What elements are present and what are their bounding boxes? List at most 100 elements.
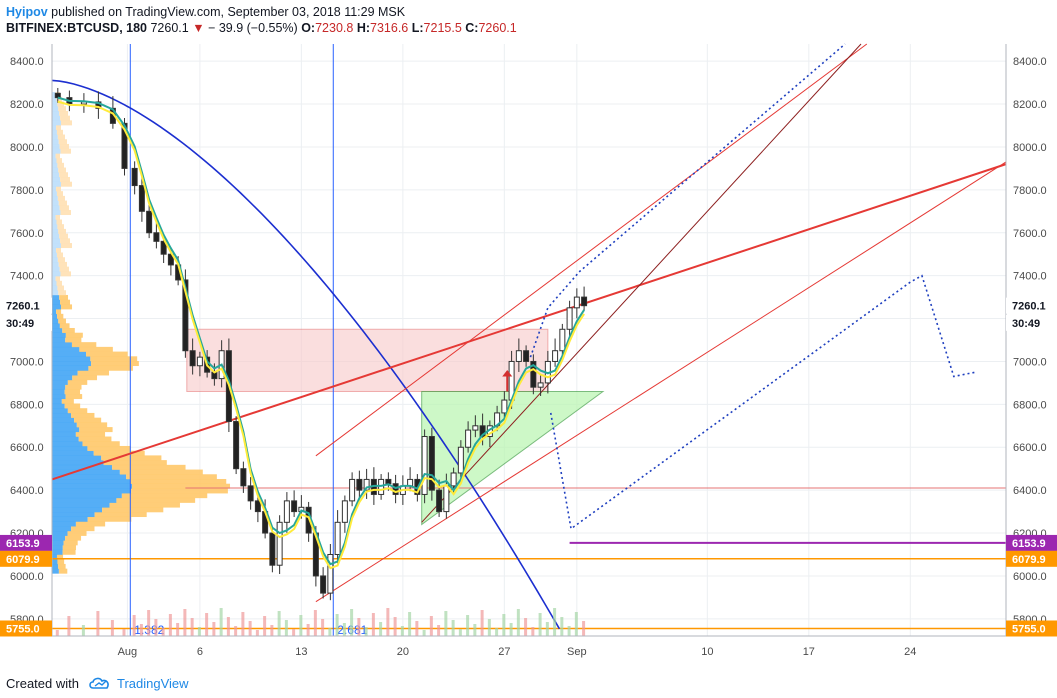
volume-bar [567, 626, 571, 636]
volume-profile-bar-blue [52, 115, 61, 121]
volume-profile-bar-blue [52, 441, 83, 447]
volume-profile-bar-blue [52, 379, 68, 385]
volume-profile-bar-blue [52, 153, 56, 159]
volume-bar [574, 612, 578, 636]
volume-profile-bar-blue [52, 469, 120, 475]
volume-profile-bar-orange [60, 210, 71, 216]
volume-profile-bar-orange [59, 143, 69, 149]
moving-average-teal [57, 96, 585, 566]
volume-profile-bar-blue [52, 356, 91, 362]
volume-profile-bar-blue [52, 139, 59, 145]
ohlc-h-value: 7316.6 [370, 21, 409, 35]
y-tick-label-left: 7400.0 [10, 271, 44, 283]
volume-profile-bar-blue [52, 535, 66, 541]
volume-bar [516, 609, 520, 636]
chart-header: Hyipov published on TradingView.com, Sep… [6, 4, 517, 36]
volume-profile-bar-blue [52, 403, 65, 409]
candle-body [233, 421, 240, 470]
volume-profile-bar-blue [52, 162, 58, 168]
volume-profile-bar-blue [52, 167, 59, 173]
y-tick-label-right: 8200.0 [1013, 99, 1047, 111]
volume-profile-bar-blue [52, 285, 58, 291]
tradingview-brand-link[interactable]: TradingView [116, 675, 189, 691]
price-tag-bg [0, 550, 52, 567]
volume-bar [531, 627, 535, 636]
x-tick-label: Aug [118, 646, 138, 658]
volume-bar [379, 622, 383, 636]
volume-profile-bar-orange [56, 280, 63, 286]
volume-profile-bar-blue [52, 125, 57, 131]
candle-body [291, 500, 298, 513]
volume-profile-bar-orange [75, 521, 106, 527]
volume-profile-bar-blue [52, 563, 59, 569]
volume-profile-bar-orange [60, 148, 71, 154]
volume-profile-bar-blue [52, 120, 61, 126]
y-tick-label-left: 7000.0 [10, 356, 44, 368]
author-name[interactable]: Hyipov [6, 5, 48, 19]
volume-profile-bar-blue [52, 280, 57, 286]
volume-bar [248, 621, 252, 636]
volume-profile-bar-blue [52, 134, 58, 140]
volume-bar [487, 619, 491, 636]
y-tick-label-left: 6000.0 [10, 571, 44, 583]
chart-canvas[interactable]: 1.3822.6818400.08400.08200.08200.08000.0… [0, 0, 1057, 668]
y-tick-label-left: 6600.0 [10, 442, 44, 454]
candle-body [523, 350, 530, 362]
volume-bar [299, 615, 303, 636]
volume-profile-bar-blue [52, 526, 72, 532]
volume-bar [429, 616, 433, 636]
y-tick-label-right: 6400.0 [1013, 485, 1047, 497]
candle-body [182, 279, 189, 352]
tradingview-cloud-icon[interactable] [89, 676, 111, 690]
price-tag-label: 6153.9 [6, 538, 40, 550]
price-tag-label: 7260.1 [1012, 301, 1046, 313]
volume-bar [335, 614, 339, 636]
volume-profile-bar-blue [52, 337, 66, 343]
y-tick-label-right: 6800.0 [1013, 399, 1047, 411]
candle-body [146, 210, 153, 234]
candle-body [240, 468, 247, 487]
volume-profile-bar-orange [58, 568, 68, 574]
volume-profile-bar-orange [87, 445, 131, 451]
volume-profile-bar-orange [60, 115, 70, 121]
candle-body [334, 521, 341, 555]
volume-profile-bar-blue [52, 210, 61, 216]
volume-profile-bar-orange [121, 493, 208, 499]
volume-profile-bar-blue [52, 299, 61, 305]
volume-profile-bar-orange [88, 365, 133, 371]
volume-profile-bar-orange [90, 356, 138, 362]
volume-profile-bar-orange [65, 535, 82, 541]
symbol-label[interactable]: BITFINEX:BTCUSD, 180 [6, 21, 147, 35]
volume-profile-bar-orange [74, 417, 102, 423]
volume-profile-bar-blue [52, 493, 122, 499]
volume-profile-bar-blue [52, 540, 64, 546]
volume-profile-bar-orange [112, 464, 186, 470]
volume-profile-bar-orange [103, 460, 167, 466]
volume-profile-bar-orange [57, 101, 64, 107]
volume-bar [306, 624, 310, 636]
red-channel-lower [315, 161, 1007, 603]
volume-profile-bar-blue [52, 436, 79, 442]
volume-profile-bar-blue [52, 266, 60, 272]
volume-profile-bar-blue [52, 228, 59, 234]
volume-bar [357, 618, 361, 636]
ohlc-l-value: 7215.5 [423, 21, 462, 35]
candle-body [320, 575, 327, 594]
volume-profile-bar-blue [52, 313, 58, 319]
candle-body [581, 296, 588, 307]
volume-bar [342, 623, 346, 636]
volume-bar [81, 625, 85, 636]
volume-profile-bar-orange [56, 252, 63, 258]
candle-body [189, 350, 196, 367]
y-tick-label-right: 6000.0 [1013, 571, 1047, 583]
volume-profile-bar-orange [119, 469, 203, 475]
candle-body [385, 478, 392, 485]
volume-profile-bar-orange [56, 554, 64, 560]
volume-profile-bar-orange [59, 110, 68, 116]
y-tick-label-left: 7600.0 [10, 228, 44, 240]
volume-profile-bar-orange [61, 181, 72, 187]
price-tag-bg [1006, 550, 1057, 567]
volume-profile-bar-orange [79, 427, 113, 433]
price-tag-bg [1006, 314, 1057, 331]
volume-profile-bar-blue [52, 219, 57, 225]
